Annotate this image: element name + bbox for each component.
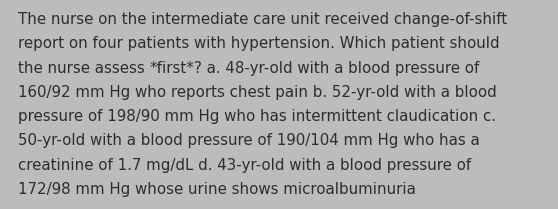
Text: creatinine of 1.7 mg/dL d. 43-yr-old with a blood pressure of: creatinine of 1.7 mg/dL d. 43-yr-old wit… xyxy=(18,158,472,173)
Text: The nurse on the intermediate care unit received change-of-shift: The nurse on the intermediate care unit … xyxy=(18,12,507,27)
Text: report on four patients with hypertension. Which patient should: report on four patients with hypertensio… xyxy=(18,36,499,51)
Text: the nurse assess: the nurse assess xyxy=(18,61,150,76)
Text: *first*: *first* xyxy=(150,61,194,76)
Text: 172/98 mm Hg whose urine shows microalbuminuria: 172/98 mm Hg whose urine shows microalbu… xyxy=(18,182,416,197)
Text: 160/92 mm Hg who reports chest pain b. 52-yr-old with a blood: 160/92 mm Hg who reports chest pain b. 5… xyxy=(18,85,497,100)
Text: pressure of 198/90 mm Hg who has intermittent claudication c.: pressure of 198/90 mm Hg who has intermi… xyxy=(18,109,496,124)
Text: 50-yr-old with a blood pressure of 190/104 mm Hg who has a: 50-yr-old with a blood pressure of 190/1… xyxy=(18,134,480,149)
Text: ? a. 48-yr-old with a blood pressure of: ? a. 48-yr-old with a blood pressure of xyxy=(194,61,480,76)
